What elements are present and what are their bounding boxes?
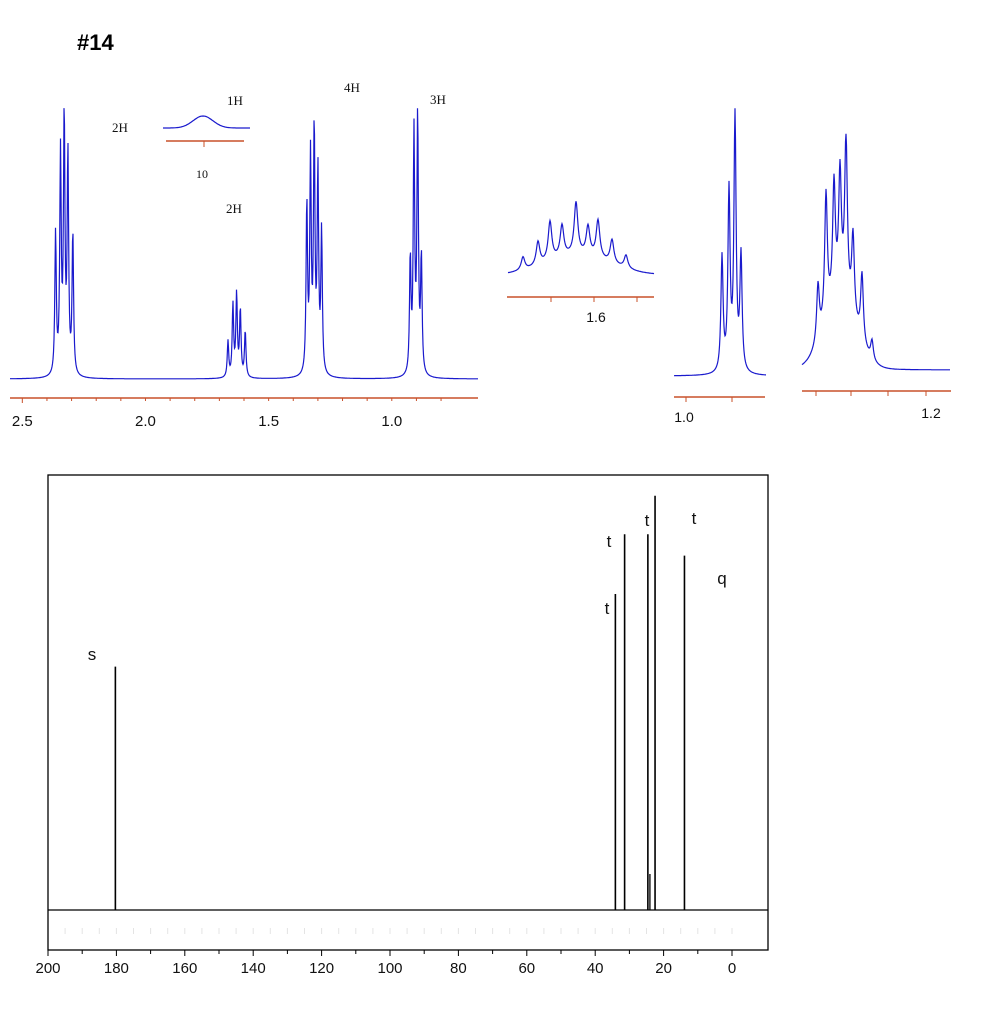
c13-tick-label: 100 [377, 960, 402, 977]
c13-multiplicity-label: t [605, 599, 610, 618]
c13-tick-label: 40 [587, 960, 604, 977]
inset-trace [163, 115, 250, 129]
c13-frame [47, 474, 769, 951]
c13-tick-label: 140 [241, 960, 266, 977]
c13-tick-label: 20 [655, 960, 672, 977]
c13-tick-label: 160 [172, 960, 197, 977]
c13-multiplicity-label: s [88, 645, 97, 664]
c13-multiplicity-label: q [717, 569, 726, 588]
h1-tick-label: 1.5 [258, 413, 279, 430]
page-title: #14 [77, 30, 114, 55]
zoom16-trace [507, 201, 655, 275]
h1-integration-label: 3H [430, 92, 446, 107]
h1-tick-label: 2.0 [135, 413, 156, 430]
h1-trace [10, 108, 478, 380]
h1-zoom-1-0-chart: 1.0 [674, 108, 766, 425]
zoom16-tick-label: 1.6 [586, 309, 606, 325]
zoom09-tick-label: 1.0 [674, 409, 694, 425]
inset-tick-label: 10 [196, 167, 208, 181]
h1-integration-label: 4H [344, 80, 360, 95]
zoom13-tick-label: 1.2 [921, 405, 941, 421]
zoom09-trace [674, 108, 766, 377]
h1-integration-label: 2H [226, 201, 242, 216]
c13-tick-label: 60 [518, 960, 535, 977]
c13-multiplicity-label: t [692, 509, 697, 528]
c13-tick-label: 200 [35, 960, 60, 977]
c13-multiplicity-label: t [645, 511, 650, 530]
h1-acid-inset-chart: 10 1H [163, 93, 250, 181]
h1-zoom-1-6-chart: 1.6 [507, 201, 655, 325]
c13-tick-label: 0 [728, 960, 736, 977]
h1-tick-label: 1.0 [381, 413, 402, 430]
zoom13-trace [801, 133, 950, 371]
h1-spectrum-chart: 2.5 2.0 1.5 1.0 2H 2H 4H 3H [10, 80, 478, 430]
c13-tick-label: 80 [450, 960, 467, 977]
h1-zoom-1-2-chart: 1.2 [801, 133, 951, 421]
c13-tick-label: 120 [309, 960, 334, 977]
inset-integration-label: 1H [227, 93, 243, 108]
h1-integration-label: 2H [112, 120, 128, 135]
c13-tick-label: 180 [104, 960, 129, 977]
h1-tick-label: 2.5 [12, 413, 33, 430]
c13-multiplicity-label: t [607, 532, 612, 551]
